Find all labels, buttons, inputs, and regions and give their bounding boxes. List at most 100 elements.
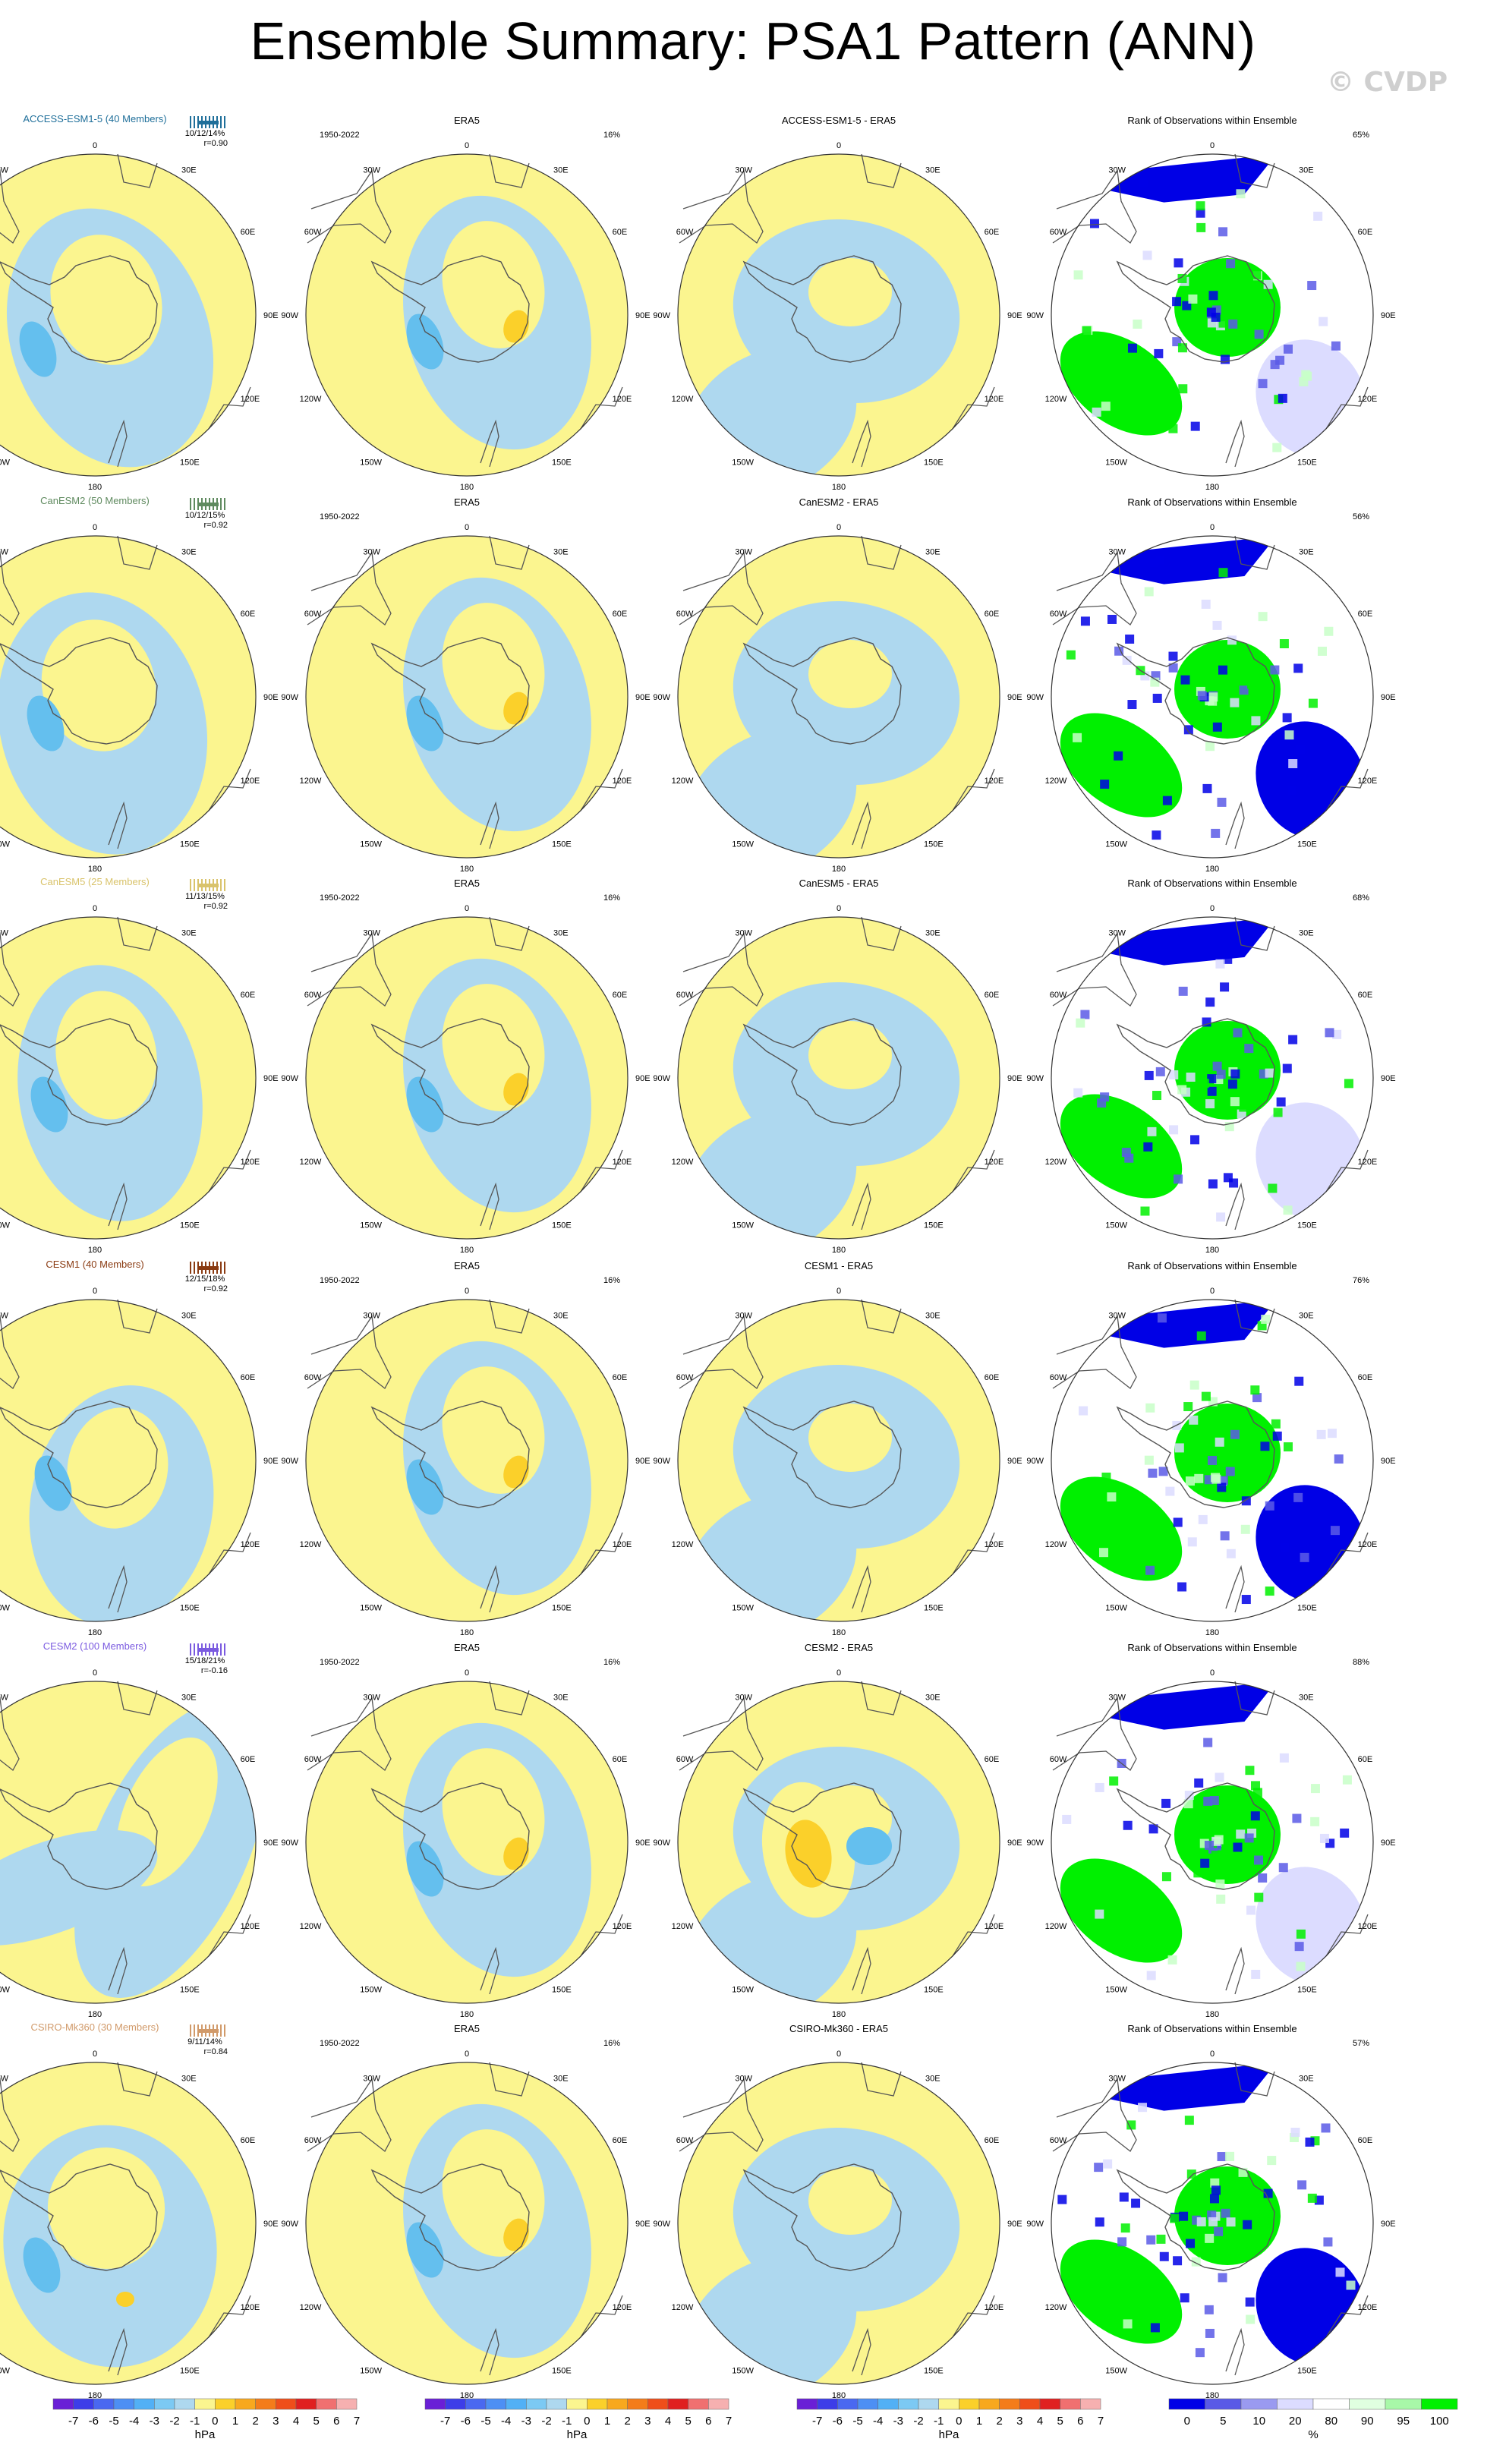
rank-cell <box>1313 211 1323 221</box>
rank-cell <box>1218 568 1228 578</box>
map-boundary <box>0 1681 257 2004</box>
lon-label-30W: 30W <box>735 928 752 937</box>
antarctica-coastline <box>1116 255 1275 363</box>
rank-cell <box>1080 1010 1090 1019</box>
lon-label-30E: 30E <box>553 547 569 556</box>
era5-variance: 16% <box>603 893 620 903</box>
lon-label-150W: 150W <box>360 1221 382 1230</box>
lon-label-150W: 150W <box>0 1986 11 1995</box>
rank-cell <box>1217 2152 1227 2162</box>
rank-cell <box>1283 344 1293 354</box>
lon-label-120W: 120W <box>672 777 694 786</box>
colorbar-box <box>506 2398 527 2410</box>
rank-cell <box>1101 402 1111 411</box>
spread-tick <box>194 1262 195 1274</box>
colorbar-tick-label: 0 <box>1184 2415 1190 2428</box>
rank-cell <box>1282 713 1292 723</box>
lon-label-120W: 120W <box>672 395 694 404</box>
pattern-correlation: r=0.84 <box>204 2047 228 2056</box>
ensemble-spread-icon <box>190 2024 225 2037</box>
lon-label-180: 180 <box>832 1628 846 1637</box>
colorbar-tick-label: 80 <box>1325 2415 1337 2428</box>
lon-label-150E: 150E <box>180 1986 200 1995</box>
lon-label-90E: 90E <box>263 693 279 702</box>
lon-label-30W: 30W <box>735 2074 752 2083</box>
lon-label-30W: 30W <box>735 165 752 175</box>
rank-cell <box>1204 2305 1214 2314</box>
spread-tick <box>190 116 191 128</box>
colorbar-tick-label: -1 <box>562 2415 572 2428</box>
lon-label-90E: 90E <box>1007 1839 1022 1848</box>
rank-cell <box>1321 2123 1331 2133</box>
rank-cell <box>1073 1088 1083 1098</box>
spread-tick <box>220 879 222 891</box>
rank-cell <box>1335 2267 1345 2277</box>
spread-tick <box>220 498 222 510</box>
pattern-correlation: r=0.92 <box>204 902 228 911</box>
new-zealand-coastline <box>852 2327 871 2376</box>
rank-low-band <box>1051 154 1277 203</box>
colorbar-tick-label: 6 <box>333 2415 339 2428</box>
rank-cell <box>1123 1820 1133 1830</box>
lon-label-150W: 150W <box>1105 1604 1127 1613</box>
spread-tick <box>220 116 222 128</box>
new-zealand-coastline <box>852 1564 871 1613</box>
lon-label-30E: 30E <box>1299 165 1314 175</box>
rank-cell <box>1186 1072 1196 1082</box>
lon-label-120E: 120E <box>241 777 260 786</box>
era5-map-fill <box>306 2062 628 2384</box>
rank-low-band <box>1051 2062 1277 2111</box>
rank-cell <box>1186 2169 1196 2179</box>
colorbar-box <box>1385 2398 1422 2410</box>
rank-low-band <box>1051 1681 1277 1730</box>
rank-cell <box>1149 558 1159 568</box>
map-boundary <box>0 2062 257 2385</box>
africa-coastline <box>861 1299 902 1334</box>
new-zealand-coastline <box>1225 1564 1245 1613</box>
rank-cell <box>1183 725 1193 735</box>
map-boundary <box>0 535 257 859</box>
lon-label-0: 0 <box>465 1668 469 1678</box>
rank-cell <box>1254 329 1264 339</box>
lon-label-150W: 150W <box>0 840 11 849</box>
rank-cell <box>1168 424 1178 433</box>
rank-cell <box>1104 1864 1114 1874</box>
africa-coastline <box>861 916 902 951</box>
south-america-coastline <box>0 1697 20 1771</box>
rank-cell <box>1152 830 1161 840</box>
lon-label-60W: 60W <box>676 2136 694 2145</box>
diff-map-fill <box>678 1681 1000 2003</box>
lon-label-30E: 30E <box>553 1311 569 1320</box>
colorbar-box <box>606 2398 628 2410</box>
lon-label-120W: 120W <box>300 1158 322 1167</box>
model-map-fill <box>0 1300 256 1621</box>
australia-coastline <box>1325 386 1369 430</box>
rank-cell <box>1282 1063 1292 1073</box>
colorbar-box <box>688 2398 709 2410</box>
colorbar-box <box>1168 2398 1205 2410</box>
spread-bar <box>197 503 219 506</box>
lon-label-90W: 90W <box>1026 311 1044 320</box>
era5-map-fill <box>306 536 628 858</box>
rank-cell <box>1254 1855 1264 1865</box>
colorbar-box <box>52 2398 74 2410</box>
rank-cell <box>1232 644 1242 654</box>
map-boundary <box>1051 1681 1374 2004</box>
south-america-coastline <box>679 169 764 244</box>
colorbar-tick-label: 1 <box>976 2415 982 2428</box>
rank-cell <box>1169 1125 1179 1135</box>
colorbar-box <box>113 2398 134 2410</box>
lon-label-150W: 150W <box>1105 2367 1127 2376</box>
australia-coastline <box>208 386 251 430</box>
rank-cell <box>1226 2217 1236 2227</box>
australia-coastline <box>208 2295 251 2338</box>
era5-map-row-5: 0 30E 60E 90E 120E 150E 180 150W 120W 90W 60W 30W <box>281 1668 650 2019</box>
lon-label-60E: 60E <box>241 228 256 237</box>
lon-label-120E: 120E <box>985 395 1004 404</box>
lon-label-0: 0 <box>465 2050 469 2059</box>
lon-label-0: 0 <box>1210 141 1215 150</box>
period-label: 1950-2022 <box>320 893 360 903</box>
lon-label-60E: 60E <box>985 1755 1000 1764</box>
rank-cell <box>1204 1840 1214 1850</box>
